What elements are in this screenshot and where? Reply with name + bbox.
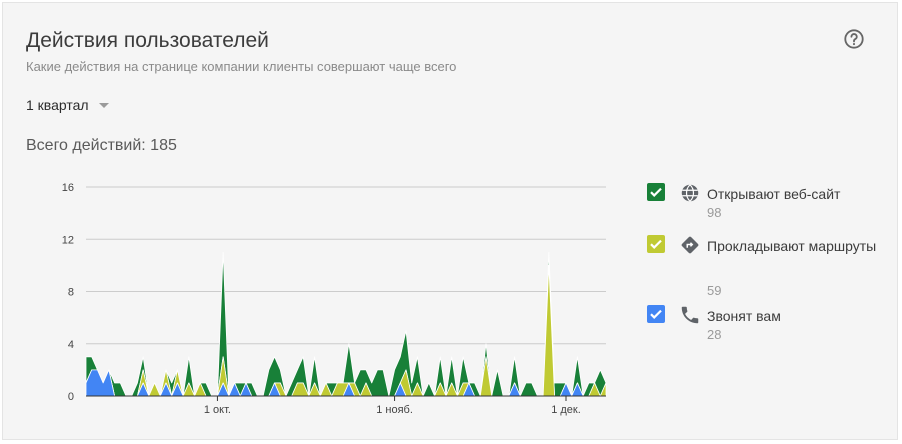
- y-tick-label: 8: [68, 287, 74, 299]
- chart-legend: Открывают веб-сайт 98 Прокладывают маршр…: [645, 181, 885, 355]
- calls-checkbox[interactable]: [647, 305, 665, 323]
- legend-count-routes: 59: [707, 283, 722, 298]
- legend-label-website: Открывают веб-сайт: [707, 186, 841, 202]
- legend-count-website: 98: [707, 205, 722, 220]
- legend-count-calls: 28: [707, 327, 722, 342]
- period-label: 1 квартал: [26, 97, 89, 113]
- website-checkbox[interactable]: [647, 183, 665, 201]
- total-actions: Всего действий: 185: [26, 137, 177, 154]
- check-icon: [650, 239, 662, 249]
- x-tick-label: 1 окт.: [204, 404, 231, 416]
- y-tick-label: 4: [68, 339, 74, 351]
- y-tick-label: 0: [68, 391, 74, 403]
- legend-item-calls: Звонят вам 28: [645, 303, 885, 355]
- y-tick-label: 16: [62, 182, 74, 194]
- directions-icon: [681, 236, 699, 254]
- area-website: [85, 251, 607, 397]
- globe-icon: [681, 184, 699, 202]
- phone-icon: [681, 306, 699, 324]
- routes-checkbox[interactable]: [647, 235, 665, 253]
- x-tick-label: 1 дек.: [551, 404, 581, 416]
- x-tick-label: 1 нояб.: [376, 404, 413, 416]
- legend-item-routes: Прокладывают маршруты 59: [645, 233, 885, 303]
- card-title: Действия пользователей: [26, 29, 269, 52]
- legend-label-calls: Звонят вам: [707, 308, 781, 324]
- check-icon: [650, 309, 662, 319]
- y-tick-label: 12: [62, 234, 74, 246]
- period-dropdown[interactable]: 1 квартал: [26, 97, 109, 113]
- legend-item-website: Открывают веб-сайт 98: [645, 181, 885, 233]
- card-subtitle: Какие действия на странице компании клие…: [26, 59, 457, 74]
- chevron-down-icon: [98, 102, 109, 108]
- help-icon[interactable]: [843, 28, 865, 50]
- check-icon: [650, 187, 662, 197]
- legend-label-routes: Прокладывают маршруты: [707, 238, 877, 254]
